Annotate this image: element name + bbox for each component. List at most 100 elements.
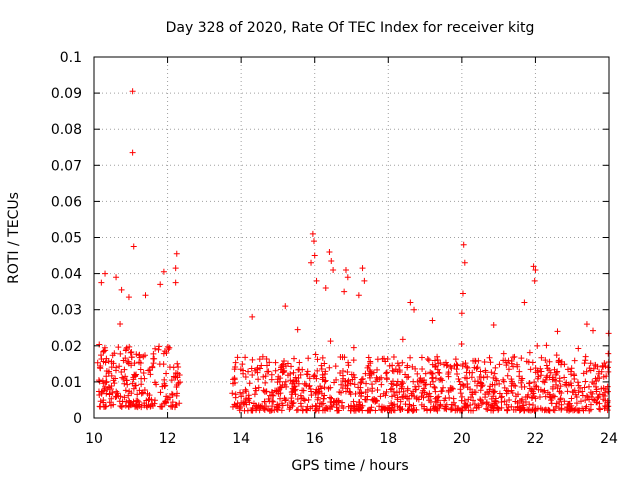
data-point	[170, 364, 177, 371]
data-point	[330, 266, 337, 273]
data-point	[596, 368, 603, 375]
data-point	[552, 371, 559, 378]
data-point	[350, 398, 357, 405]
data-point	[113, 364, 120, 371]
data-point	[268, 371, 275, 378]
y-tick-label: 0	[73, 411, 82, 427]
data-point	[589, 379, 596, 386]
data-point	[366, 374, 373, 381]
data-point	[547, 394, 554, 401]
data-point	[112, 375, 119, 382]
data-point	[168, 390, 175, 397]
data-point	[96, 364, 103, 371]
data-point	[119, 374, 126, 381]
data-point	[286, 406, 293, 413]
data-point	[448, 406, 455, 413]
data-point	[333, 404, 340, 411]
data-point	[536, 393, 543, 400]
data-point	[263, 356, 270, 363]
data-point	[533, 383, 540, 390]
data-point	[520, 402, 527, 409]
data-point	[160, 350, 167, 357]
data-point	[501, 384, 508, 391]
data-point	[376, 376, 383, 383]
data-point	[431, 383, 438, 390]
data-point	[291, 355, 298, 362]
data-point	[236, 405, 243, 412]
data-point	[342, 378, 349, 385]
data-point	[323, 404, 330, 411]
data-point	[257, 365, 264, 372]
data-point	[537, 365, 544, 372]
data-point	[240, 399, 247, 406]
data-point	[151, 379, 158, 386]
data-point	[157, 281, 164, 288]
data-point	[168, 377, 175, 384]
data-point	[351, 381, 358, 388]
data-point	[400, 394, 407, 401]
data-point	[155, 346, 162, 353]
y-tick-label: 0.1	[60, 50, 82, 66]
grid	[94, 57, 609, 418]
data-point	[310, 238, 317, 245]
data-point	[439, 377, 446, 384]
data-point	[436, 403, 443, 410]
data-point	[407, 299, 414, 306]
data-point	[350, 357, 357, 364]
data-point	[445, 369, 452, 376]
data-point	[463, 363, 470, 370]
data-point	[321, 371, 328, 378]
data-point	[484, 406, 491, 413]
data-point	[601, 402, 608, 409]
data-point	[297, 392, 304, 399]
data-point	[278, 407, 285, 414]
data-point	[100, 380, 107, 387]
data-point	[480, 374, 487, 381]
data-point	[581, 384, 588, 391]
data-point	[117, 402, 124, 409]
data-point	[97, 352, 104, 359]
x-tick-label: 22	[527, 431, 545, 447]
data-point	[275, 376, 282, 383]
data-point	[596, 405, 603, 412]
data-point	[243, 388, 250, 395]
data-point	[519, 375, 526, 382]
data-point	[108, 372, 115, 379]
data-point	[374, 387, 381, 394]
data-point	[113, 274, 120, 281]
data-point	[137, 360, 144, 367]
data-point	[573, 393, 580, 400]
y-tick-label: 0.09	[51, 86, 82, 102]
data-point	[377, 393, 384, 400]
data-point	[137, 366, 144, 373]
data-point	[604, 407, 611, 414]
data-point	[519, 396, 526, 403]
data-point	[311, 252, 318, 259]
data-point	[424, 407, 431, 414]
data-point	[432, 404, 439, 411]
data-point	[116, 363, 123, 370]
data-point	[383, 369, 390, 376]
data-point	[116, 398, 123, 405]
data-point	[312, 390, 319, 397]
data-point	[105, 358, 112, 365]
data-point	[426, 390, 433, 397]
data-point	[490, 389, 497, 396]
data-point	[443, 401, 450, 408]
data-point	[512, 383, 519, 390]
data-point	[455, 376, 462, 383]
data-point	[399, 378, 406, 385]
data-point	[556, 399, 563, 406]
data-point	[351, 374, 358, 381]
y-tick-label: 0.06	[51, 194, 82, 210]
data-point	[564, 388, 571, 395]
data-point	[462, 404, 469, 411]
data-point	[383, 375, 390, 382]
data-point	[452, 402, 459, 409]
data-point	[297, 400, 304, 407]
data-point	[488, 369, 495, 376]
y-tick-label: 0.02	[51, 339, 82, 355]
data-point	[355, 292, 362, 299]
data-point	[364, 386, 371, 393]
data-point	[338, 381, 345, 388]
